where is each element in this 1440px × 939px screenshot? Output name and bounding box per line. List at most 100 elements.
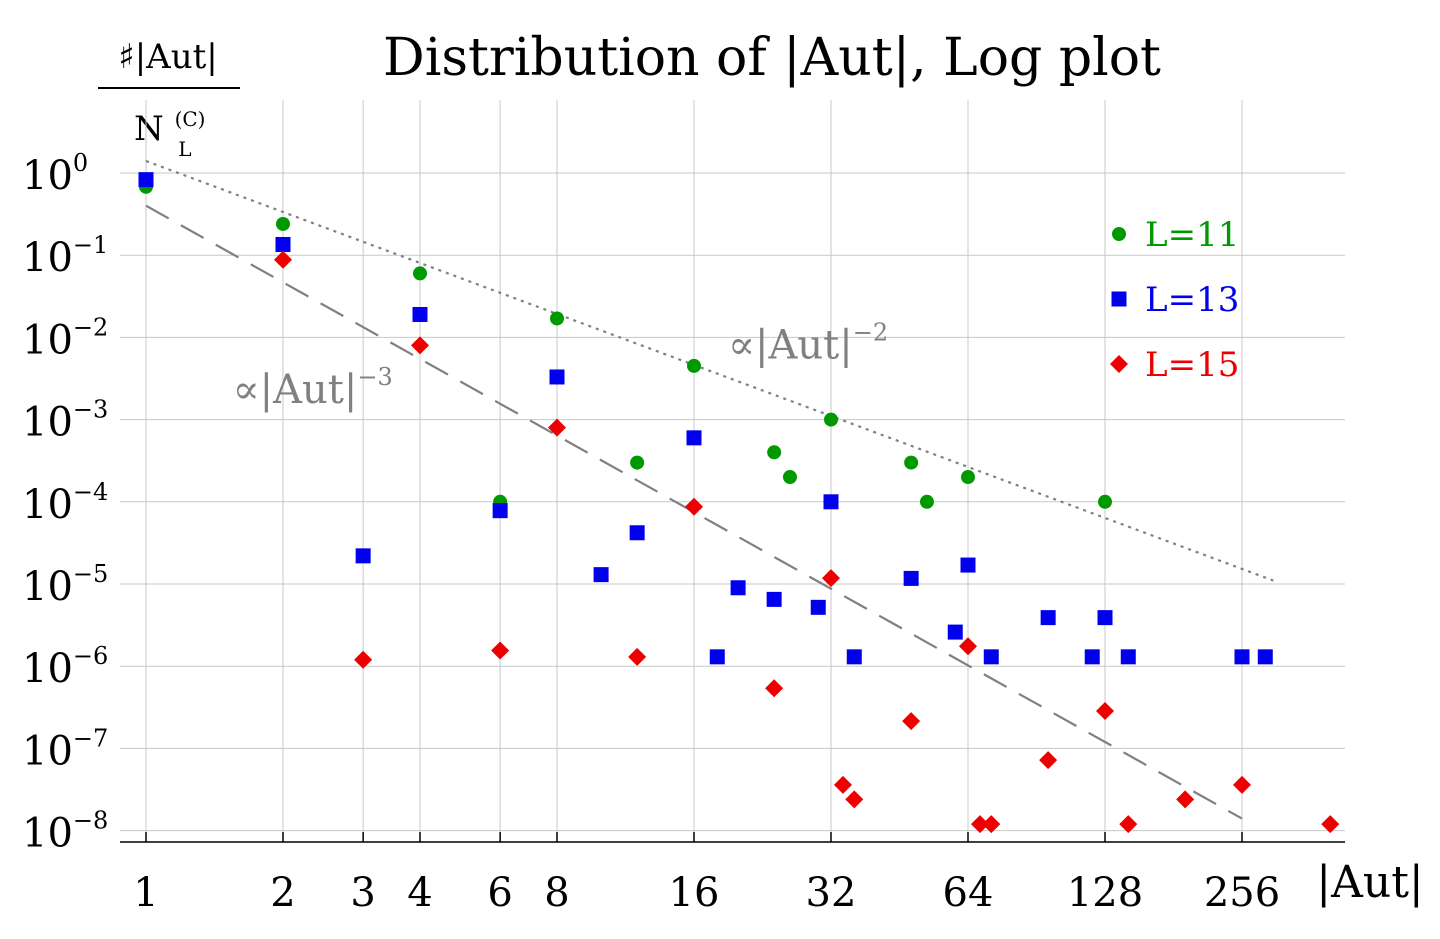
data-point-L=11-4 bbox=[550, 311, 564, 326]
x-tick-label-3: 3 bbox=[350, 870, 375, 916]
data-point-L=13-16 bbox=[947, 624, 963, 640]
x-tick-label-8: 8 bbox=[544, 870, 569, 916]
grid bbox=[120, 100, 1345, 842]
data-point-L=11-7 bbox=[767, 445, 782, 460]
data-point-L=13-7 bbox=[629, 525, 645, 541]
y-axis-label-denominator-sup: (C) bbox=[175, 107, 206, 131]
data-point-L=11-6 bbox=[687, 358, 701, 373]
data-point-L=11-5 bbox=[630, 455, 645, 470]
data-point-L=13-6 bbox=[593, 567, 609, 583]
data-point-L=13-0 bbox=[138, 172, 154, 188]
data-point-L=13-17 bbox=[960, 557, 976, 573]
data-point-L=13-1 bbox=[275, 236, 291, 252]
data-point-L=15-20 bbox=[1321, 815, 1340, 834]
series-L=13 bbox=[138, 172, 1273, 665]
data-point-L=13-13 bbox=[823, 494, 839, 510]
legend-marker-L=15 bbox=[1110, 355, 1128, 373]
data-point-L=11-11 bbox=[919, 494, 934, 509]
y-axis-label-numerator: ♯|Aut| bbox=[118, 37, 217, 77]
data-point-L=15-13 bbox=[970, 815, 989, 834]
y-tick-labels: 100 10−1 10−2 10−3 10−4 10−5 10−6 10−7 10−8 bbox=[22, 149, 108, 857]
x-tick-label-64: 64 bbox=[943, 870, 994, 916]
x-tick-label-128: 128 bbox=[1067, 870, 1143, 916]
data-point-L=13-22 bbox=[1120, 649, 1136, 665]
y-axis-label-denominator-sub: L bbox=[178, 137, 191, 161]
x-tick-label-16: 16 bbox=[669, 870, 720, 916]
data-point-L=15-8 bbox=[822, 569, 840, 588]
data-point-L=13-5 bbox=[549, 369, 565, 385]
data-point-L=13-9 bbox=[709, 649, 725, 665]
legend-label-L=11: L=11 bbox=[1145, 215, 1239, 255]
data-point-L=15-10 bbox=[845, 790, 864, 809]
y-tick-label-6: 10−6 bbox=[22, 642, 108, 692]
data-point-L=15-9 bbox=[833, 775, 852, 794]
data-point-L=15-5 bbox=[628, 647, 647, 666]
x-tick-labels: 1 2 3 4 6 8 16 32 64 128 256 bbox=[133, 870, 1280, 916]
x-tick-label-2: 2 bbox=[270, 870, 295, 916]
data-point-L=15-3 bbox=[491, 641, 510, 660]
data-point-L=15-1 bbox=[354, 650, 373, 669]
data-point-L=11-2 bbox=[413, 266, 427, 281]
y-tick-label-0: 100 bbox=[22, 149, 88, 199]
chart-title: Distribution of |Aut|, Log plot bbox=[383, 28, 1161, 88]
data-point-L=11-9 bbox=[824, 412, 838, 427]
data-point-L=15-2 bbox=[411, 336, 429, 355]
legend-marker-L=11 bbox=[1112, 227, 1126, 241]
data-point-L=13-20 bbox=[1084, 649, 1100, 665]
data-point-L=13-21 bbox=[1097, 610, 1113, 626]
data-points bbox=[138, 172, 1340, 834]
data-point-L=13-15 bbox=[903, 570, 919, 586]
data-point-L=13-19 bbox=[1040, 610, 1056, 626]
data-point-L=15-14 bbox=[982, 815, 1001, 834]
guide-lines: ∝|Aut|−2 ∝|Aut|−3 bbox=[145, 159, 1274, 820]
x-tick-label-4: 4 bbox=[407, 870, 432, 916]
series-L=15 bbox=[274, 250, 1340, 834]
legend-label-L=15: L=15 bbox=[1145, 345, 1239, 385]
data-point-L=15-0 bbox=[274, 250, 292, 269]
data-point-L=11-1 bbox=[276, 216, 290, 231]
data-point-L=13-14 bbox=[846, 649, 862, 665]
data-point-L=15-15 bbox=[1039, 751, 1058, 770]
y-tick-label-7: 10−7 bbox=[22, 724, 108, 774]
data-point-L=13-18 bbox=[983, 649, 999, 665]
data-point-L=13-4 bbox=[492, 503, 508, 519]
guide-label-dashed: ∝|Aut|−3 bbox=[233, 363, 393, 413]
series-L=11 bbox=[139, 179, 1112, 509]
legend: L=11 L=13 L=15 bbox=[1110, 215, 1239, 385]
y-axis-label-denominator-base: N bbox=[134, 109, 164, 149]
y-tick-label-8: 10−8 bbox=[22, 807, 108, 857]
data-point-L=13-24 bbox=[1257, 649, 1273, 665]
data-point-L=15-16 bbox=[1096, 702, 1114, 721]
data-point-L=15-17 bbox=[1119, 815, 1138, 834]
x-tick-label-1: 1 bbox=[133, 870, 158, 916]
y-tick-label-4: 10−4 bbox=[22, 478, 108, 528]
x-axis-label: |Aut| bbox=[1316, 857, 1423, 908]
data-point-L=15-19 bbox=[1233, 775, 1251, 794]
data-point-L=13-3 bbox=[412, 306, 428, 322]
data-point-L=11-10 bbox=[904, 455, 919, 470]
data-point-L=15-7 bbox=[765, 679, 784, 698]
data-point-L=13-12 bbox=[810, 599, 826, 615]
x-tick-label-32: 32 bbox=[806, 870, 857, 916]
guide-line-dotted bbox=[145, 159, 1274, 582]
data-point-L=11-13 bbox=[1098, 494, 1112, 509]
x-tick-label-256: 256 bbox=[1204, 870, 1280, 916]
data-point-L=13-10 bbox=[730, 580, 746, 596]
y-tick-label-2: 10−2 bbox=[22, 313, 108, 363]
y-axis-label: ♯|Aut| N (C) L bbox=[98, 37, 240, 161]
x-tick-label-6: 6 bbox=[487, 870, 512, 916]
data-point-L=11-12 bbox=[961, 470, 975, 485]
data-point-L=15-12 bbox=[959, 637, 977, 656]
y-tick-label-3: 10−3 bbox=[22, 396, 108, 446]
y-tick-label-5: 10−5 bbox=[22, 560, 108, 610]
data-point-L=15-18 bbox=[1176, 790, 1195, 809]
y-axis-label-denominator: N (C) L bbox=[134, 95, 216, 161]
legend-label-L=13: L=13 bbox=[1145, 280, 1239, 320]
data-point-L=15-6 bbox=[685, 497, 703, 516]
y-tick-label-1: 10−1 bbox=[22, 231, 108, 281]
guide-line-dashed bbox=[145, 204, 1243, 820]
legend-marker-L=13 bbox=[1111, 291, 1127, 307]
data-point-L=15-11 bbox=[902, 712, 921, 731]
data-point-L=13-8 bbox=[686, 430, 702, 446]
